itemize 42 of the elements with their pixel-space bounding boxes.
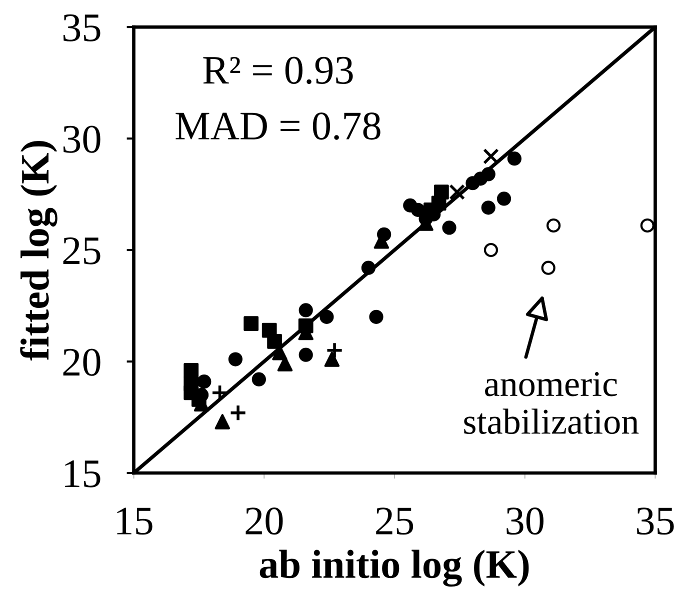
point — [361, 260, 376, 275]
y-tick-label: 15 — [65, 460, 100, 488]
point — [481, 200, 496, 215]
point — [229, 404, 247, 422]
point — [298, 303, 313, 318]
x-tick-label: 35 — [637, 508, 674, 535]
point — [320, 310, 334, 324]
x-tick-label: 30 — [506, 508, 544, 535]
point — [410, 202, 426, 217]
point — [197, 374, 212, 389]
point — [640, 218, 654, 233]
x-tick-label: 20 — [246, 508, 283, 535]
point — [507, 152, 522, 166]
x-tick-label: 25 — [376, 508, 414, 535]
point — [546, 218, 561, 233]
x-tick-label: 15 — [117, 508, 152, 535]
annotation: MAD = 0.78 — [176, 112, 380, 140]
y-axis-title: fitted log (K) — [20, 141, 58, 360]
point — [481, 167, 496, 182]
point — [482, 148, 499, 164]
point — [484, 242, 498, 258]
annotation: R² = 0.93 — [203, 56, 353, 84]
point — [252, 372, 266, 386]
point — [449, 184, 466, 200]
point — [324, 352, 340, 367]
point — [442, 220, 456, 235]
y-tick-label: 30 — [63, 126, 100, 153]
annotation: anomeric stabilization — [464, 372, 639, 434]
point — [267, 334, 282, 349]
point — [496, 192, 512, 206]
point — [244, 316, 259, 332]
point — [541, 260, 556, 275]
point — [326, 342, 344, 360]
point — [369, 310, 384, 324]
point — [298, 348, 313, 362]
y-tick-label: 25 — [63, 237, 100, 264]
y-tick-label: 20 — [63, 348, 100, 376]
x-axis-title: ab initio log (K) — [260, 550, 529, 587]
point — [184, 362, 199, 378]
y-tick-label: 35 — [63, 14, 100, 42]
point — [214, 414, 230, 430]
point — [228, 352, 243, 366]
